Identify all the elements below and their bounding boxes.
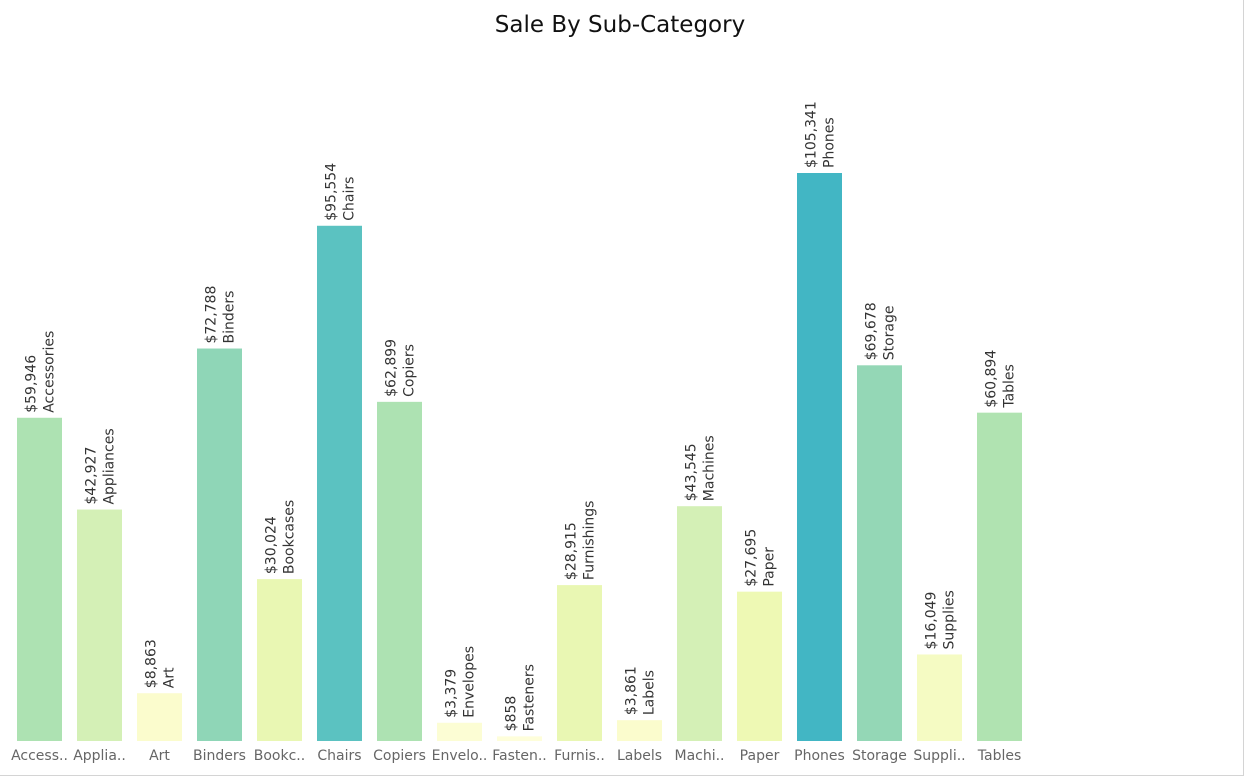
bar-envelopes[interactable]	[437, 722, 482, 741]
bar-paper[interactable]	[737, 591, 782, 741]
category-label-art: Art	[162, 667, 178, 688]
bar-storage[interactable]	[857, 365, 902, 741]
value-label-art: $8,863	[144, 639, 160, 688]
x-tick-envelopes: Envelo..	[432, 748, 488, 764]
x-tick-bookcases: Bookc..	[254, 748, 305, 764]
x-tick-paper: Paper	[740, 748, 780, 764]
bar-art[interactable]	[137, 693, 182, 741]
x-tick-accessories: Access..	[11, 748, 68, 764]
value-label-furnishings: $28,915	[564, 522, 580, 580]
value-label-phones: $105,341	[804, 101, 820, 168]
category-label-copiers: Copiers	[402, 344, 418, 397]
category-label-bookcases: Bookcases	[282, 500, 298, 574]
value-label-paper: $27,695	[744, 529, 760, 587]
bar-fasteners[interactable]	[497, 736, 542, 741]
bar-machines[interactable]	[677, 506, 722, 741]
x-tick-fasteners: Fasten..	[492, 748, 547, 764]
x-tick-tables: Tables	[977, 748, 1022, 764]
value-label-copiers: $62,899	[384, 339, 400, 397]
value-label-accessories: $59,946	[24, 355, 40, 413]
category-label-tables: Tables	[1002, 364, 1018, 409]
category-label-fasteners: Fasteners	[522, 664, 538, 731]
category-label-machines: Machines	[702, 435, 718, 501]
category-label-supplies: Supplies	[942, 590, 958, 649]
category-label-storage: Storage	[882, 306, 898, 361]
bar-copiers[interactable]	[377, 401, 422, 741]
category-label-furnishings: Furnishings	[582, 501, 598, 581]
value-label-storage: $69,678	[864, 302, 880, 360]
bar-phones[interactable]	[797, 173, 842, 741]
category-label-phones: Phones	[822, 117, 838, 168]
category-label-appliances: Appliances	[102, 428, 118, 504]
x-tick-appliances: Applia..	[73, 748, 126, 764]
value-label-machines: $43,545	[684, 443, 700, 501]
value-label-supplies: $16,049	[924, 592, 940, 650]
category-label-labels: Labels	[642, 670, 658, 715]
bar-chairs[interactable]	[317, 225, 362, 742]
chart-title: Sale By Sub-Category	[494, 12, 746, 38]
bar-supplies[interactable]	[917, 654, 962, 741]
x-tick-chairs: Chairs	[317, 748, 361, 764]
bar-appliances[interactable]	[77, 509, 122, 741]
bar-bookcases[interactable]	[257, 579, 302, 741]
x-tick-storage: Storage	[852, 748, 907, 764]
bar-accessories[interactable]	[17, 417, 62, 741]
x-tick-labels: Labels	[617, 748, 662, 764]
x-tick-binders: Binders	[193, 748, 246, 764]
x-tick-phones: Phones	[794, 748, 845, 764]
bar-labels[interactable]	[617, 720, 662, 741]
category-label-envelopes: Envelopes	[462, 646, 478, 718]
value-label-envelopes: $3,379	[444, 669, 460, 718]
x-tick-art: Art	[149, 748, 170, 764]
category-label-chairs: Chairs	[342, 177, 358, 221]
category-label-binders: Binders	[222, 291, 238, 344]
bar-binders[interactable]	[197, 348, 242, 741]
category-label-accessories: Accessories	[42, 331, 58, 413]
value-label-bookcases: $30,024	[264, 516, 280, 574]
category-label-paper: Paper	[762, 547, 778, 587]
x-tick-copiers: Copiers	[373, 748, 426, 764]
x-tick-machines: Machi..	[674, 748, 724, 764]
bar-furnishings[interactable]	[557, 585, 602, 741]
value-label-chairs: $95,554	[324, 163, 340, 221]
value-label-appliances: $42,927	[84, 447, 100, 505]
value-label-tables: $60,894	[984, 350, 1000, 408]
x-tick-supplies: Suppli..	[913, 748, 965, 764]
value-label-labels: $3,861	[624, 666, 640, 715]
x-tick-furnishings: Furnis..	[554, 748, 605, 764]
bar-tables[interactable]	[977, 412, 1022, 741]
value-label-binders: $72,788	[204, 286, 220, 344]
value-label-fasteners: $858	[504, 696, 520, 732]
